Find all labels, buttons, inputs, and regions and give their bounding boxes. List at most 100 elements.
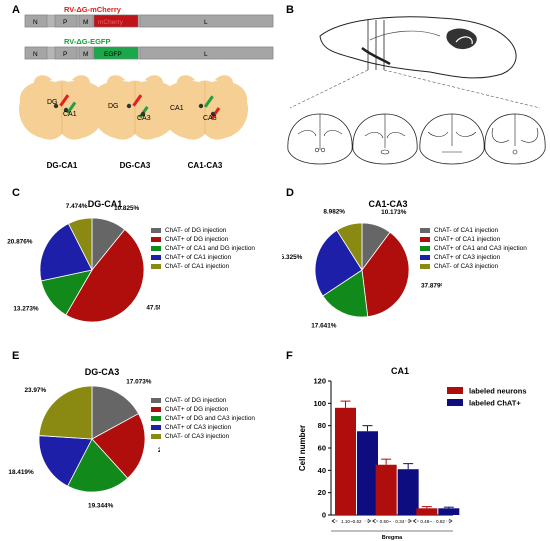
- pie-slice-3: [38, 435, 93, 487]
- legend-swatch: [151, 228, 161, 233]
- pie-slice-1: [65, 229, 145, 323]
- construct2-seg-l: L: [204, 51, 208, 58]
- legend-entry-2: ChAT+ of CA1 and CA3 injection: [420, 244, 527, 253]
- legend-label: ChAT- of DG injection: [165, 397, 227, 404]
- legend-swatch: [420, 237, 430, 242]
- pie-slice-label-1: 21.194%: [158, 447, 160, 454]
- pie-slice-1: [361, 231, 410, 318]
- legend-label: ChAT+ of CA1 injection: [165, 254, 232, 261]
- pie-slice-label-3: 20.876%: [7, 239, 33, 246]
- bar-1-1: [397, 469, 419, 515]
- pie-slice-label-2: 19.344%: [88, 502, 114, 509]
- legend-label: ChAT- of CA1 injection: [165, 263, 230, 270]
- bar-1-0: [357, 431, 378, 515]
- bar-legend-label-1: labeled ChAT+: [469, 399, 521, 408]
- y-tick-label-3: 60: [318, 444, 326, 453]
- brain3-site2: CA3: [203, 115, 217, 122]
- construct1-seg-p: P: [63, 19, 67, 26]
- bregma-label-bg: [338, 518, 365, 524]
- pie-slice-3: [39, 223, 93, 282]
- bar-legend-swatch-0: [447, 387, 463, 394]
- zoom-line-right: [383, 69, 541, 109]
- bregma-label-bg: [419, 518, 446, 524]
- construct1-title: RV-ΔG-mCherry: [64, 5, 122, 14]
- pie-slice-label-2: 13.273%: [13, 306, 39, 313]
- construct2-seg-m: M: [83, 51, 88, 58]
- legend-label: ChAT+ of CA1 and CA3 injection: [434, 245, 527, 252]
- legend-entry-3: ChAT+ of CA3 injection: [420, 253, 527, 262]
- bar-0-1: [375, 464, 397, 515]
- legend-entry-4: ChAT- of CA3 injection: [420, 262, 527, 271]
- arrow-right-icon: [448, 518, 453, 524]
- legend-entry-1: ChAT+ of DG injection: [151, 235, 255, 244]
- construct1-seg-l: L: [204, 19, 208, 26]
- legend-swatch: [420, 264, 430, 269]
- construct2-seg-insert: EGFP: [104, 51, 122, 58]
- panel-b-brain-sections: [287, 16, 546, 165]
- construct1-bar: [24, 14, 274, 28]
- bregma-label-bg: [378, 518, 406, 524]
- construct1-seg-n: N: [33, 19, 38, 26]
- pie-slice-label-4: 7.474%: [66, 203, 88, 210]
- arrow-left-icon: [372, 518, 376, 524]
- coronal-section-4: [484, 113, 546, 165]
- zoom-line-left: [289, 69, 369, 109]
- pie-slice-4: [67, 217, 93, 271]
- y-tick-label-4: 80: [318, 421, 326, 430]
- legend-label: ChAT- of CA3 injection: [434, 263, 499, 270]
- legend-label: ChAT+ of CA1 injection: [434, 236, 501, 243]
- legend-label: ChAT+ of DG injection: [165, 236, 229, 243]
- legend-swatch: [151, 416, 161, 421]
- panel-letter-f: F: [286, 350, 293, 362]
- pie-c-title: DG-CA1: [87, 199, 123, 209]
- pie-e: 17.073% 21.194% 19.344% 18.419% 23.97%: [8, 378, 160, 509]
- bar-chart-f: 0 20 40 60 80 100 120 Cell number 1.10~0.62 0.50~…: [298, 377, 527, 541]
- x-category-label-0: 1.10~0.62: [341, 519, 362, 524]
- legend-swatch: [151, 246, 161, 251]
- coronal-section-2: [352, 113, 418, 165]
- construct2-seg-n: N: [33, 51, 38, 58]
- arrow-right-icon: [367, 518, 372, 524]
- pie-slice-4: [336, 222, 363, 272]
- pie-slice-1: [91, 413, 146, 479]
- pie-slice-label-0: 10.173%: [381, 209, 407, 216]
- pie-slice-2: [322, 269, 369, 318]
- legend-swatch: [151, 407, 161, 412]
- legend-label: ChAT+ of CA1 and DG injection: [165, 245, 255, 252]
- legend-entry-0: ChAT- of DG injection: [151, 396, 255, 405]
- legend-label: ChAT- of CA3 injection: [165, 433, 230, 440]
- legend-label: ChAT+ of DG and CA3 injection: [165, 415, 255, 422]
- pie-d-legend: ChAT- of CA1 injection ChAT+ of CA1 injec…: [420, 226, 527, 271]
- legend-entry-3: ChAT+ of CA3 injection: [151, 423, 255, 432]
- bar-0-0: [335, 407, 356, 515]
- y-tick-label-6: 120: [313, 377, 326, 386]
- y-tick-label-2: 40: [318, 466, 326, 475]
- pie-d-title: CA1-CA3: [368, 199, 408, 209]
- pie-slice-label-1: 47.552%: [146, 304, 160, 311]
- pie-slice-label-3: 25.325%: [282, 254, 303, 261]
- pie-slice-label-0: 10.825%: [114, 205, 140, 212]
- legend-label: ChAT+ of CA3 injection: [434, 254, 501, 261]
- legend-entry-0: ChAT- of CA1 injection: [420, 226, 527, 235]
- panel-letter-d: D: [286, 187, 294, 199]
- y-tick-label-5: 100: [313, 399, 326, 408]
- legend-entry-2: ChAT+ of DG and CA3 injection: [151, 414, 255, 423]
- coronal-section-1: [287, 113, 353, 165]
- brain1-label: DG-CA1: [47, 161, 78, 170]
- legend-label: ChAT+ of CA3 injection: [165, 424, 232, 431]
- x-category-label-1: 0.50~ · 0.34: [380, 519, 405, 524]
- sagittal-brain: [319, 16, 517, 79]
- legend-swatch: [151, 398, 161, 403]
- brain2-site1: DG: [108, 103, 119, 110]
- construct2-bar: [24, 46, 274, 60]
- panel-letter-c: C: [12, 187, 20, 199]
- pie-slice-label-4: 23.97%: [24, 387, 46, 394]
- pie-e-title: DG-CA3: [84, 367, 120, 377]
- legend-swatch: [151, 255, 161, 260]
- construct1-seg-m: M: [83, 19, 88, 26]
- brain1-site1: DG: [47, 99, 58, 106]
- brain3-site1: CA1: [170, 105, 184, 112]
- bar-legend-label-0: labeled neurons: [469, 387, 527, 396]
- pie-slice-label-4: 8.982%: [323, 208, 345, 215]
- legend-swatch: [151, 264, 161, 269]
